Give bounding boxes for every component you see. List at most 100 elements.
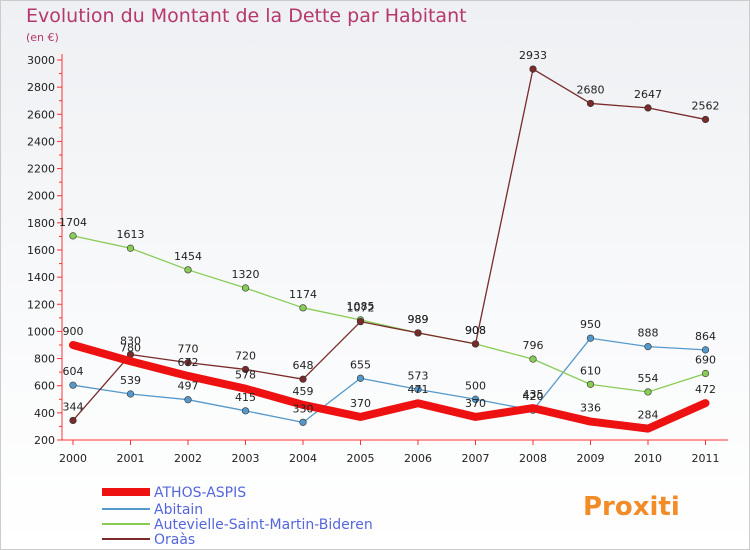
data-point-ora-s xyxy=(184,359,192,367)
series-lines xyxy=(69,65,710,433)
data-labels: 604 539 497 415 330 655 573 500 420 950 888 864 1704… xyxy=(59,49,720,422)
y-tick-label: 2200 xyxy=(27,163,55,176)
data-label-ora-s: 2933 xyxy=(519,49,547,62)
y-tick-label: 2600 xyxy=(27,108,55,121)
data-label-ora-s: 648 xyxy=(293,359,314,372)
data-point-autevielle-saint-martin-bideren xyxy=(184,266,192,274)
series-line-autevielle-saint-martin-bideren xyxy=(72,235,707,393)
data-point-ora-s xyxy=(414,329,422,337)
data-point-autevielle-saint-martin-bideren xyxy=(529,355,537,363)
x-tick-label: 2006 xyxy=(404,452,432,465)
data-label-abitain: 950 xyxy=(580,318,601,331)
data-label-ora-s: 989 xyxy=(408,313,429,326)
data-point-abitain xyxy=(644,343,652,351)
data-point-abitain xyxy=(586,334,595,342)
data-label-autevielle-saint-martin-bideren: 989 xyxy=(408,313,429,326)
data-label-ora-s: 2647 xyxy=(634,88,662,101)
data-label-abitain: 864 xyxy=(695,330,716,343)
data-point-ora-s xyxy=(356,318,365,326)
data-label-athos-aspis: 435 xyxy=(523,388,544,401)
legend-label-abitain: Abitain xyxy=(154,502,203,518)
data-label-ora-s: 344 xyxy=(63,400,84,413)
data-point-autevielle-saint-martin-bideren xyxy=(299,304,307,312)
data-point-ora-s xyxy=(644,104,652,112)
x-tick-label: 2004 xyxy=(289,452,317,465)
data-label-abitain: 888 xyxy=(638,327,659,340)
legend-label-athos-aspis: ATHOS-ASPIS xyxy=(154,485,246,501)
series-line-abitain xyxy=(72,337,707,424)
data-label-autevielle-saint-martin-bideren: 1085 xyxy=(347,300,375,313)
data-point-autevielle-saint-martin-bideren xyxy=(644,388,652,396)
data-point-autevielle-saint-martin-bideren xyxy=(701,369,710,378)
data-label-autevielle-saint-martin-bideren: 908 xyxy=(465,324,486,337)
data-label-athos-aspis: 336 xyxy=(580,402,601,415)
chart-subtitle: (en €) xyxy=(26,31,59,44)
axes: 200 400 600 800 1000 1200 1400 1600 1800 2000 2200… xyxy=(27,54,728,465)
data-label-ora-s: 2562 xyxy=(692,99,720,112)
data-point-ora-s xyxy=(241,365,250,374)
data-label-abitain: 500 xyxy=(465,379,486,392)
data-point-abitain xyxy=(184,396,192,404)
data-label-ora-s: 830 xyxy=(120,335,141,348)
x-tick-label: 2009 xyxy=(577,452,605,465)
x-tick-label: 2008 xyxy=(519,452,547,465)
y-tick-label: 800 xyxy=(34,353,55,366)
data-label-ora-s: 770 xyxy=(178,343,199,356)
data-point-abitain xyxy=(471,395,480,403)
y-tick-label: 400 xyxy=(34,407,55,420)
data-point-ora-s xyxy=(529,65,537,73)
data-point-autevielle-saint-martin-bideren xyxy=(241,284,250,292)
legend: ATHOS-ASPISAbitainAutevielle-Saint-Marti… xyxy=(102,485,373,548)
data-label-athos-aspis: 780 xyxy=(120,341,141,354)
y-tick-label: 1800 xyxy=(27,217,55,230)
data-point-ora-s xyxy=(299,375,307,383)
legend-label-ora-s: Oraàs xyxy=(154,532,195,548)
y-tick-label: 2800 xyxy=(27,81,55,94)
data-label-athos-aspis: 472 xyxy=(695,383,716,396)
data-label-athos-aspis: 471 xyxy=(408,383,429,396)
data-label-abitain: 573 xyxy=(408,369,429,382)
data-label-abitain: 655 xyxy=(350,358,371,371)
data-label-abitain: 497 xyxy=(178,380,199,393)
x-tick-label: 2001 xyxy=(117,452,145,465)
data-point-abitain xyxy=(241,407,250,415)
y-tick-label: 2000 xyxy=(27,190,55,203)
data-point-autevielle-saint-martin-bideren xyxy=(69,232,77,240)
y-tick-label: 3000 xyxy=(27,54,55,67)
data-label-autevielle-saint-martin-bideren: 1454 xyxy=(174,250,202,263)
data-label-athos-aspis: 900 xyxy=(63,325,84,338)
x-tick-label: 2007 xyxy=(462,452,490,465)
data-label-autevielle-saint-martin-bideren: 796 xyxy=(523,339,544,352)
data-label-autevielle-saint-martin-bideren: 1613 xyxy=(117,228,145,241)
data-label-athos-aspis: 284 xyxy=(638,409,659,422)
x-tick-label: 2002 xyxy=(174,452,202,465)
y-tick-label: 200 xyxy=(34,434,55,447)
data-point-abitain xyxy=(701,346,710,354)
series-line-ora-s xyxy=(72,68,707,422)
y-tick-label: 1000 xyxy=(27,325,55,338)
data-point-abitain xyxy=(356,374,365,382)
data-point-abitain xyxy=(69,381,77,389)
data-label-ora-s: 2680 xyxy=(577,83,605,96)
data-label-autevielle-saint-martin-bideren: 610 xyxy=(580,364,601,377)
y-tick-label: 1400 xyxy=(27,271,55,284)
x-tick-label: 2000 xyxy=(59,452,87,465)
data-label-athos-aspis: 459 xyxy=(293,385,314,398)
data-label-autevielle-saint-martin-bideren: 1174 xyxy=(289,288,317,301)
x-tick-label: 2011 xyxy=(692,452,720,465)
data-point-ora-s xyxy=(69,416,77,425)
data-label-athos-aspis: 370 xyxy=(465,397,486,410)
y-tick-label: 600 xyxy=(34,380,55,393)
data-point-ora-s xyxy=(586,99,595,108)
y-tick-label: 2400 xyxy=(27,135,55,148)
data-label-ora-s: 908 xyxy=(465,324,486,337)
logo-text: Proxiti xyxy=(583,492,680,522)
data-point-abitain xyxy=(299,418,307,426)
data-label-ora-s: 1072 xyxy=(347,302,375,315)
chart-title: Evolution du Montant de la Dette par Hab… xyxy=(26,5,467,27)
data-label-autevielle-saint-martin-bideren: 1320 xyxy=(232,268,260,281)
data-point-abitain xyxy=(126,390,135,398)
series-line-athos-aspis xyxy=(69,341,710,433)
y-tick-label: 1200 xyxy=(27,298,55,311)
